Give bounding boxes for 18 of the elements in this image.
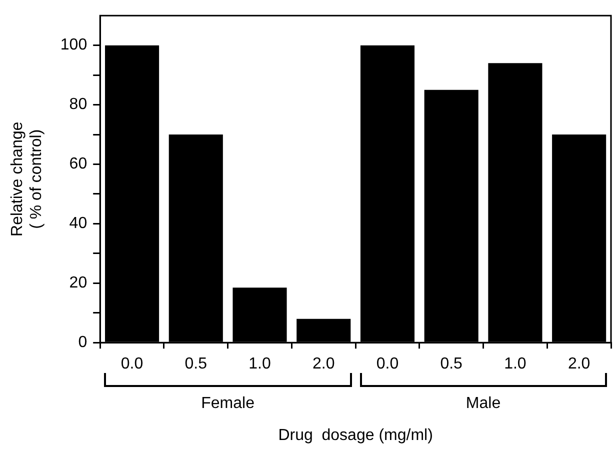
y-tick-label: 20 [69,274,88,292]
x-tick-label: 2.0 [568,356,590,373]
y-tick-label: 100 [60,36,88,54]
x-tick-label: 0.0 [120,356,144,373]
x-tick-label: 0.5 [184,356,208,373]
y-tick-label: 60 [69,156,88,173]
x-tick-label: 0.0 [376,356,399,373]
x-tick-label: 2.0 [312,356,335,373]
x-tick-label: 0.5 [440,356,463,373]
text: Female [201,394,254,413]
y-tick-label: 80 [69,96,88,114]
x-axis-title: Drug dosage (mg/ml) [278,426,433,444]
x-tick-label: 1.0 [504,356,526,373]
y-axis-title: Relative change ( % of control) [9,122,46,236]
x-tick-label: 1.0 [248,356,271,373]
text: Male [466,394,501,413]
y-tick-label: 0 [78,334,88,352]
y-tick-label: 40 [69,215,88,232]
